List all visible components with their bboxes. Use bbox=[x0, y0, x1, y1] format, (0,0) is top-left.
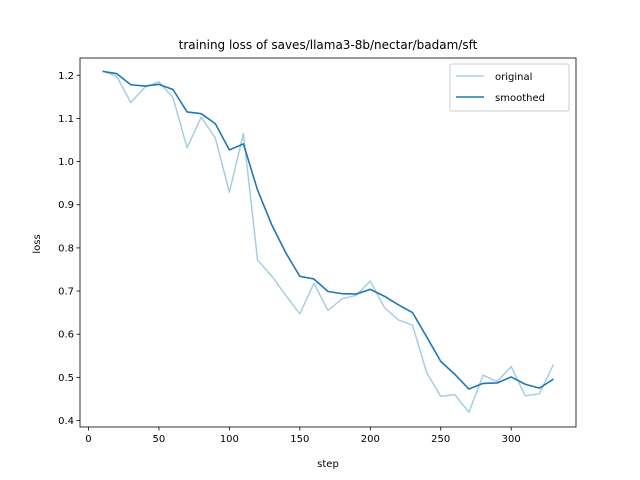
series-line-smoothed bbox=[102, 70, 554, 390]
y-tick-label: 0.9 bbox=[58, 200, 74, 211]
chart-title: training loss of saves/llama3-8b/nectar/… bbox=[179, 38, 478, 52]
x-tick-label: 300 bbox=[502, 434, 521, 445]
x-tick-label: 100 bbox=[220, 434, 239, 445]
legend: original smoothed bbox=[449, 63, 570, 112]
plot-area: 0 50 100 150 200 250 300 0.4 0.5 0.6 0.7 0.8 0.9 1.0 1… bbox=[58, 57, 577, 445]
legend-label-smoothed: smoothed bbox=[495, 93, 545, 104]
x-tick-label: 250 bbox=[431, 434, 450, 445]
y-tick-label: 1.2 bbox=[58, 71, 74, 82]
y-tick-label: 1.0 bbox=[58, 157, 74, 168]
y-tick-label: 0.6 bbox=[58, 330, 74, 341]
x-tick-label: 0 bbox=[85, 434, 91, 445]
axes-frame bbox=[79, 57, 577, 428]
y-tick-label: 1.1 bbox=[58, 114, 74, 125]
series-line-original bbox=[102, 70, 555, 414]
y-tick-label: 0.7 bbox=[58, 287, 74, 298]
x-tick-label: 150 bbox=[290, 434, 309, 445]
y-tick-label: 0.5 bbox=[58, 373, 74, 384]
x-tick-label: 200 bbox=[361, 434, 380, 445]
legend-label-original: original bbox=[495, 72, 532, 83]
x-tick-label: 50 bbox=[153, 434, 166, 445]
y-tick-label: 0.8 bbox=[58, 243, 74, 254]
y-axis-label: loss bbox=[32, 234, 43, 253]
y-tick-label: 0.4 bbox=[58, 416, 74, 427]
x-axis-label: step bbox=[317, 459, 339, 470]
